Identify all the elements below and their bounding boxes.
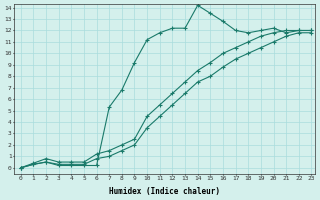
X-axis label: Humidex (Indice chaleur): Humidex (Indice chaleur)	[109, 187, 220, 196]
